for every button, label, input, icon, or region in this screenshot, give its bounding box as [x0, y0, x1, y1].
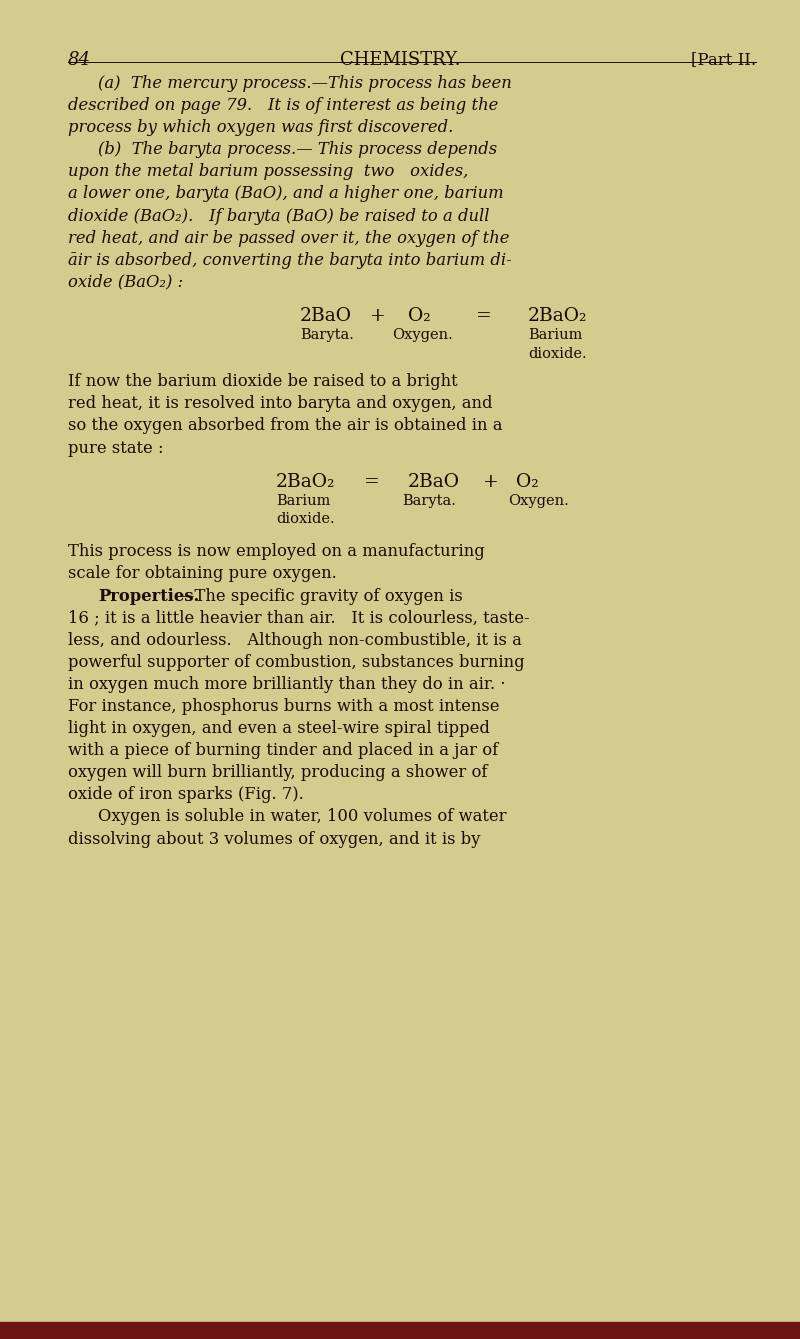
Text: (a)  The mercury process.—This process has been: (a) The mercury process.—This process ha… [98, 75, 512, 92]
Text: +: + [483, 473, 499, 490]
Text: Barium: Barium [528, 328, 582, 341]
Text: +: + [370, 307, 386, 325]
Text: For instance, phosphorus burns with a most intense: For instance, phosphorus burns with a mo… [68, 698, 499, 715]
Text: dioxide.: dioxide. [276, 513, 334, 526]
Text: scale for obtaining pure oxygen.: scale for obtaining pure oxygen. [68, 565, 337, 582]
Text: Properties.: Properties. [98, 588, 200, 604]
Text: oxide (BaO₂) :: oxide (BaO₂) : [68, 273, 183, 291]
Text: 2BaO: 2BaO [408, 473, 460, 490]
Text: Oxygen.: Oxygen. [508, 494, 569, 507]
Text: CHEMISTRY.: CHEMISTRY. [340, 51, 460, 68]
Text: O₂: O₂ [408, 307, 430, 325]
Text: Baryta.: Baryta. [402, 494, 456, 507]
Text: with a piece of burning tinder and placed in a jar of: with a piece of burning tinder and place… [68, 742, 498, 759]
Text: Baryta.: Baryta. [300, 328, 354, 341]
Text: 2BaO₂: 2BaO₂ [276, 473, 335, 490]
Text: =: = [364, 473, 380, 490]
Text: red heat, it is resolved into baryta and oxygen, and: red heat, it is resolved into baryta and… [68, 395, 493, 412]
Text: described on page 79.   It is of interest as being the: described on page 79. It is of interest … [68, 98, 498, 114]
Text: Oxygen is soluble in water, 100 volumes of water: Oxygen is soluble in water, 100 volumes … [98, 809, 507, 825]
Text: in oxygen much more brilliantly than they do in air. ·: in oxygen much more brilliantly than the… [68, 676, 506, 692]
Text: process by which oxygen was first discovered.: process by which oxygen was first discov… [68, 119, 454, 137]
Text: [Part II.: [Part II. [691, 51, 756, 68]
Text: dioxide (BaO₂).   If baryta (BaO) be raised to a dull: dioxide (BaO₂). If baryta (BaO) be raise… [68, 208, 490, 225]
Text: a lower one, baryta (BaO), and a higher one, barium: a lower one, baryta (BaO), and a higher … [68, 185, 504, 202]
Text: O₂: O₂ [516, 473, 538, 490]
Text: (b)  The baryta process.— This process depends: (b) The baryta process.— This process de… [98, 141, 498, 158]
Text: oxide of iron sparks (Fig. 7).: oxide of iron sparks (Fig. 7). [68, 786, 304, 803]
Text: This process is now employed on a manufacturing: This process is now employed on a manufa… [68, 544, 485, 560]
Text: less, and odourless.   Although non-combustible, it is a: less, and odourless. Although non-combus… [68, 632, 522, 648]
Text: red heat, and air be passed over it, the oxygen of the: red heat, and air be passed over it, the… [68, 229, 510, 246]
Text: upon the metal barium possessing  two   oxides,: upon the metal barium possessing two oxi… [68, 163, 468, 181]
Text: 84: 84 [68, 51, 91, 68]
Text: =: = [476, 307, 492, 325]
Text: oxygen will burn brilliantly, producing a shower of: oxygen will burn brilliantly, producing … [68, 765, 487, 781]
Text: pure state :: pure state : [68, 439, 164, 457]
Text: āir is absorbed, converting the baryta into barium di-: āir is absorbed, converting the baryta i… [68, 252, 512, 269]
Text: Barium: Barium [276, 494, 330, 507]
Text: light in oxygen, and even a steel-wire spiral tipped: light in oxygen, and even a steel-wire s… [68, 720, 490, 736]
Text: powerful supporter of combustion, substances burning: powerful supporter of combustion, substa… [68, 653, 525, 671]
Text: 2BaO: 2BaO [300, 307, 352, 325]
Bar [0, 1322, 800, 1339]
Text: Oxygen.: Oxygen. [392, 328, 453, 341]
Text: If now the barium dioxide be raised to a bright: If now the barium dioxide be raised to a… [68, 374, 458, 390]
Text: 16 ; it is a little heavier than air.   It is colourless, taste-: 16 ; it is a little heavier than air. It… [68, 609, 530, 627]
Text: dissolving about 3 volumes of oxygen, and it is by: dissolving about 3 volumes of oxygen, an… [68, 830, 481, 848]
Text: dioxide.: dioxide. [528, 347, 586, 360]
Text: —The specific gravity of oxygen is: —The specific gravity of oxygen is [178, 588, 462, 604]
Text: so the oxygen absorbed from the air is obtained in a: so the oxygen absorbed from the air is o… [68, 418, 502, 434]
Text: 2BaO₂: 2BaO₂ [528, 307, 587, 325]
